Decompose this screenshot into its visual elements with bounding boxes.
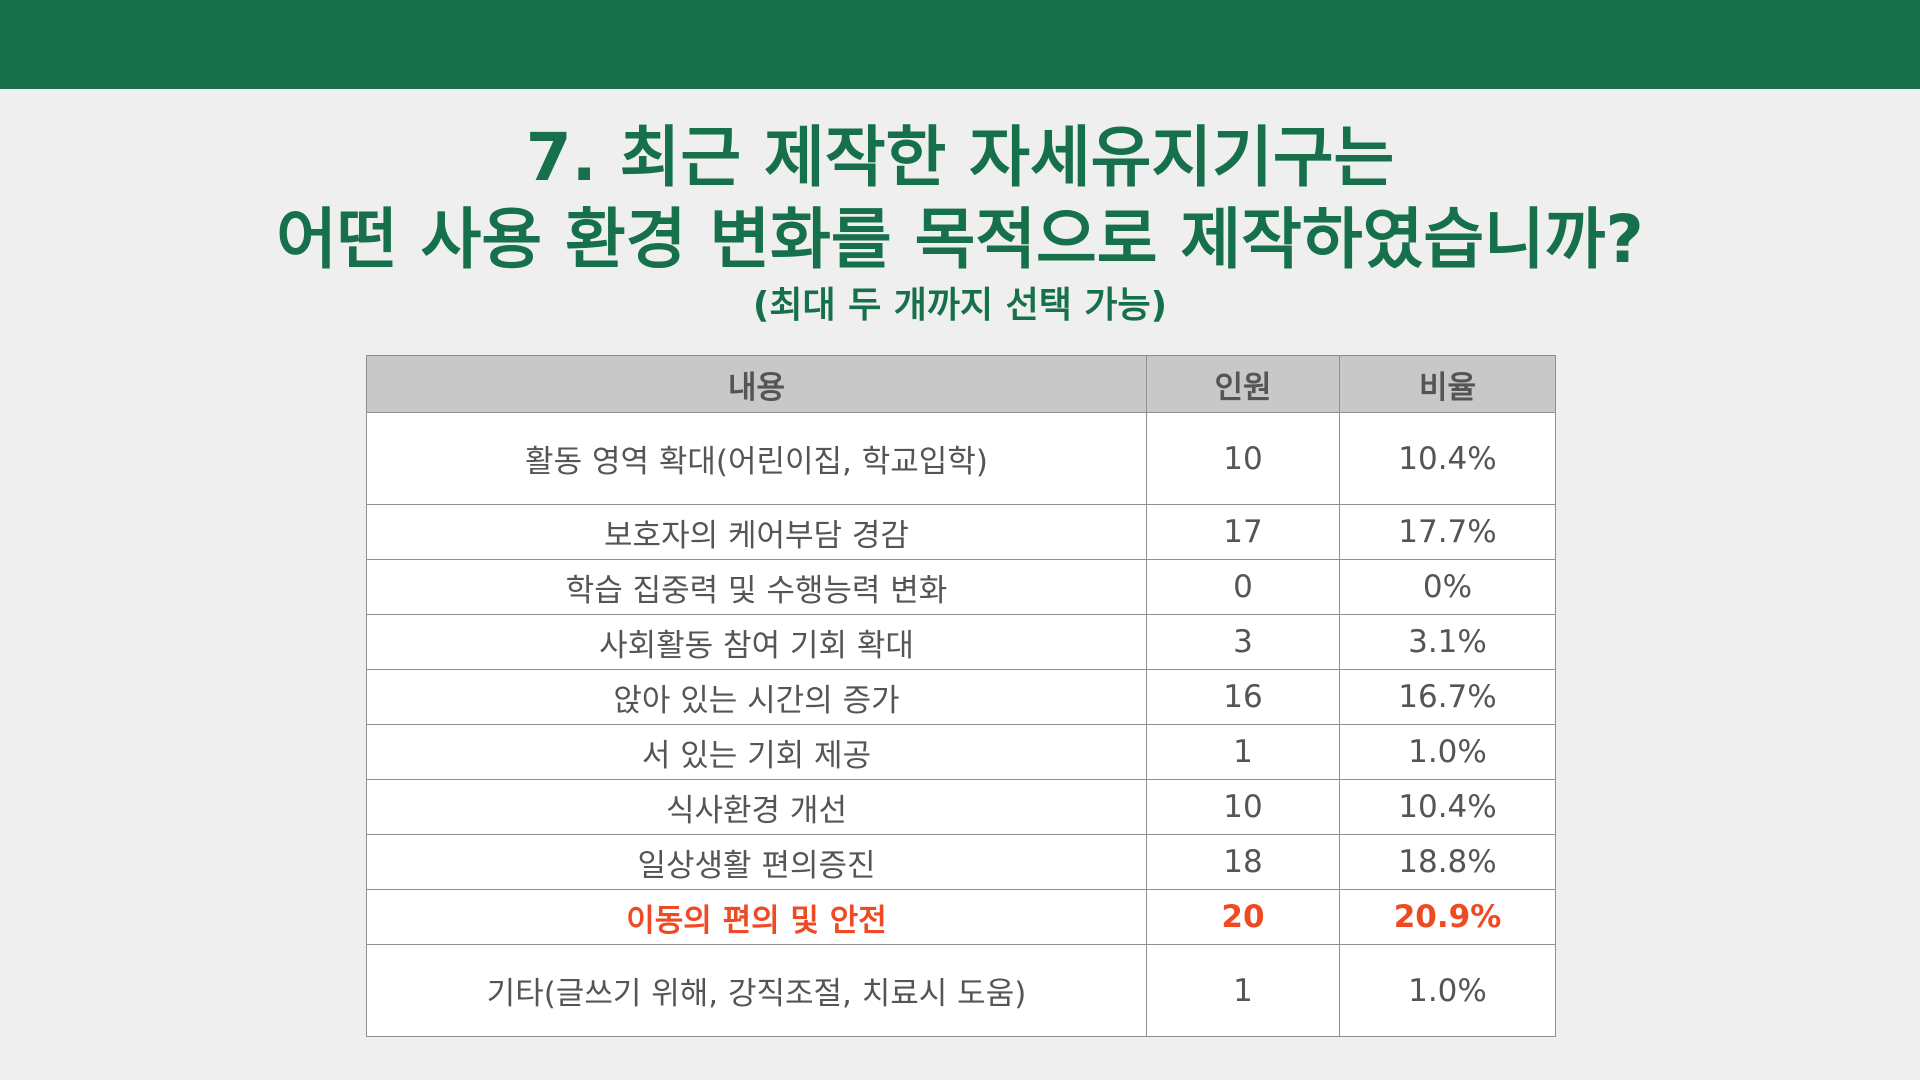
row-count: 20 bbox=[1146, 889, 1340, 945]
table-header-row: 내용 인원 비율 bbox=[366, 355, 1556, 413]
row-count: 10 bbox=[1146, 779, 1340, 835]
page-title-line-1: 7. 최근 제작한 자세유지기구는 bbox=[525, 119, 1395, 196]
row-label: 기타(글쓰기 위해, 강직조절, 치료시 도움) bbox=[366, 944, 1147, 1037]
table-row: 서 있는 기회 제공 1 1.0% bbox=[366, 724, 1556, 780]
table-row-highlighted: 이동의 편의 및 안전 20 20.9% bbox=[366, 889, 1556, 945]
row-count: 0 bbox=[1146, 559, 1340, 615]
row-ratio: 0% bbox=[1339, 559, 1556, 615]
row-count: 10 bbox=[1146, 412, 1340, 505]
row-label: 앉아 있는 시간의 증가 bbox=[366, 669, 1147, 725]
row-label: 식사환경 개선 bbox=[366, 779, 1147, 835]
row-label: 보호자의 케어부담 경감 bbox=[366, 504, 1147, 560]
row-ratio: 16.7% bbox=[1339, 669, 1556, 725]
table-row: 기타(글쓰기 위해, 강직조절, 치료시 도움) 1 1.0% bbox=[366, 944, 1556, 1037]
row-label: 일상생활 편의증진 bbox=[366, 834, 1147, 890]
row-ratio: 3.1% bbox=[1339, 614, 1556, 670]
row-count: 1 bbox=[1146, 944, 1340, 1037]
row-ratio: 20.9% bbox=[1339, 889, 1556, 945]
table-row: 일상생활 편의증진 18 18.8% bbox=[366, 834, 1556, 890]
page-subtitle: (최대 두 개까지 선택 가능) bbox=[752, 285, 1168, 326]
header-count: 인원 bbox=[1146, 355, 1340, 413]
row-label: 사회활동 참여 기회 확대 bbox=[366, 614, 1147, 670]
row-count: 1 bbox=[1146, 724, 1340, 780]
row-ratio: 1.0% bbox=[1339, 724, 1556, 780]
row-label: 학습 집중력 및 수행능력 변화 bbox=[366, 559, 1147, 615]
row-ratio: 1.0% bbox=[1339, 944, 1556, 1037]
table-row: 식사환경 개선 10 10.4% bbox=[366, 779, 1556, 835]
page-title-line-2: 어떤 사용 환경 변화를 목적으로 제작하였습니까? bbox=[276, 201, 1644, 278]
row-count: 17 bbox=[1146, 504, 1340, 560]
row-ratio: 17.7% bbox=[1339, 504, 1556, 560]
table-row: 사회활동 참여 기회 확대 3 3.1% bbox=[366, 614, 1556, 670]
table-row: 학습 집중력 및 수행능력 변화 0 0% bbox=[366, 559, 1556, 615]
row-count: 16 bbox=[1146, 669, 1340, 725]
row-count: 3 bbox=[1146, 614, 1340, 670]
header-content: 내용 bbox=[366, 355, 1147, 413]
header-ratio: 비율 bbox=[1339, 355, 1556, 413]
row-label: 이동의 편의 및 안전 bbox=[366, 889, 1147, 945]
table-row: 활동 영역 확대(어린이집, 학교입학) 10 10.4% bbox=[366, 412, 1556, 505]
row-count: 18 bbox=[1146, 834, 1340, 890]
row-ratio: 10.4% bbox=[1339, 779, 1556, 835]
survey-result-table: 내용 인원 비율 활동 영역 확대(어린이집, 학교입학) 10 10.4% 보… bbox=[366, 355, 1556, 1037]
row-label: 활동 영역 확대(어린이집, 학교입학) bbox=[366, 412, 1147, 505]
row-label: 서 있는 기회 제공 bbox=[366, 724, 1147, 780]
top-banner bbox=[0, 0, 1920, 89]
table-row: 보호자의 케어부담 경감 17 17.7% bbox=[366, 504, 1556, 560]
row-ratio: 10.4% bbox=[1339, 412, 1556, 505]
row-ratio: 18.8% bbox=[1339, 834, 1556, 890]
table-row: 앉아 있는 시간의 증가 16 16.7% bbox=[366, 669, 1556, 725]
